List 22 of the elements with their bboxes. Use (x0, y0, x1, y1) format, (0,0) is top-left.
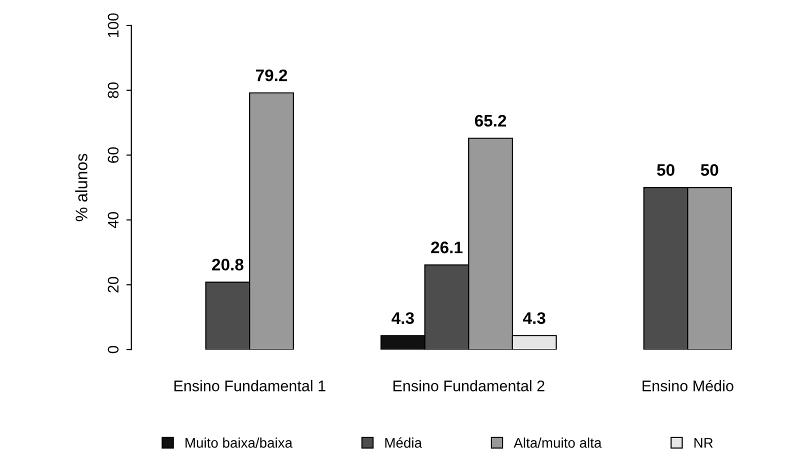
data-label: 4.3 (392, 312, 414, 324)
y-tick-label: 20 (108, 276, 119, 292)
legend-label: Alta/muito alta (514, 438, 602, 448)
y-tick-label: 0 (108, 346, 119, 354)
x-tick-label: Ensino Fundamental 1 (174, 380, 326, 392)
data-label: 65.2 (474, 114, 506, 127)
data-label: 26.1 (431, 242, 463, 254)
legend-label: Muito baixa/baixa (186, 438, 293, 448)
legend-label: Média (385, 437, 422, 448)
y-tick-label: 60 (108, 147, 119, 163)
legend-label: NR (694, 438, 713, 448)
data-label: 20.8 (212, 258, 244, 271)
x-tick-label: Ensino Médio (642, 380, 734, 392)
data-label: 50 (700, 164, 718, 176)
data-label: 50 (657, 164, 674, 176)
y-tick-label: 80 (108, 82, 119, 98)
y-axis-title: % alunos (75, 154, 88, 222)
data-label: 79.2 (256, 69, 288, 82)
y-tick-label: 100 (108, 13, 119, 38)
x-tick-label: Ensino Fundamental 2 (393, 380, 544, 392)
y-tick-label: 40 (108, 212, 119, 228)
data-label: 4.3 (523, 312, 546, 324)
